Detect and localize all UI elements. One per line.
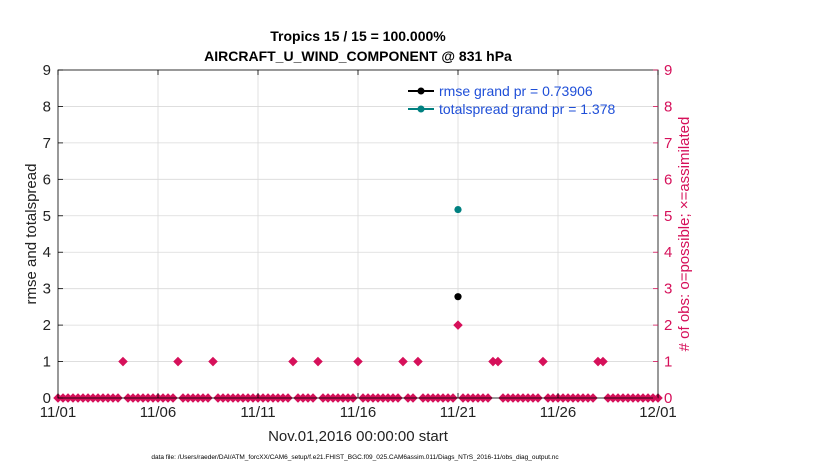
obs-count-marker — [398, 356, 408, 367]
legend-totalspread-label: totalspread grand pr = 1.378 — [439, 101, 616, 117]
obs-count-marker — [208, 356, 218, 367]
y-tick-label-right: 7 — [664, 135, 672, 152]
obs-count-marker — [453, 320, 463, 330]
y-tick-label-left: 0 — [43, 390, 51, 407]
chart-title: Tropics 15 / 15 = 100.000% — [270, 28, 446, 44]
obs-count-marker — [173, 356, 183, 367]
y-tick-label-right: 3 — [664, 281, 672, 298]
x-tick-label: 11/21 — [440, 404, 476, 421]
y-tick-label-right: 9 — [664, 62, 672, 79]
x-tick-label: 11/26 — [540, 404, 576, 421]
x-tick-label: 11/01 — [40, 404, 76, 421]
obs-count-marker — [413, 356, 423, 367]
y-tick-label-left: 3 — [43, 281, 51, 298]
x-axis-label: Nov.01,2016 00:00:00 start — [268, 428, 449, 445]
y-tick-label-left: 9 — [43, 62, 51, 79]
y-tick-label-right: 4 — [664, 244, 672, 261]
obs-count-marker — [493, 356, 503, 367]
obs-count-marker — [288, 356, 298, 367]
axis-ticks: 11/01 11/06 11/11 11/16 11/21 11/26 12/010 01 12… — [40, 62, 677, 421]
legend: rmse grand pr = 0.73906 totalspread gran… — [408, 83, 616, 117]
y-tick-label-right: 8 — [664, 98, 672, 115]
y-tick-label-left: 4 — [43, 244, 51, 261]
totalspread-point — [454, 205, 462, 214]
y-tick-label-right: 1 — [664, 354, 672, 371]
y-tick-label-left: 8 — [43, 98, 51, 115]
y-tick-label-left: 2 — [43, 317, 51, 334]
x-tick-label: 11/11 — [240, 404, 275, 421]
obs-count-marker — [313, 356, 323, 367]
legend-rmse-marker — [417, 87, 425, 95]
legend-totalspread-marker — [417, 105, 425, 113]
y-tick-label-right: 6 — [664, 171, 672, 188]
y-tick-label-left: 1 — [43, 354, 51, 371]
y-tick-label-left: 5 — [43, 208, 51, 225]
y-axis-left-label: rmse and totalspread — [23, 164, 40, 305]
obs-count-marker — [538, 356, 548, 367]
grid — [58, 70, 658, 398]
y-tick-label-right: 0 — [664, 390, 672, 407]
rmse-point — [454, 293, 462, 301]
y-tick-label-left: 7 — [43, 135, 51, 152]
y-axis-right-label: # of obs: o=possible; ×=assimilated — [676, 117, 693, 352]
chart-subtitle: AIRCRAFT_U_WIND_COMPONENT @ 831 hPa — [204, 48, 512, 64]
footer-data-file: data file: /Users/raeder/DAI/ATM_forcXX/… — [151, 454, 559, 461]
x-tick-label: 12/01 — [639, 404, 677, 421]
y-tick-label-right: 5 — [664, 208, 672, 225]
obs-count-marker — [118, 356, 128, 367]
x-tick-label: 11/06 — [140, 404, 176, 421]
data-marks — [53, 205, 663, 403]
y-tick-label-left: 6 — [43, 171, 51, 188]
x-tick-label: 11/16 — [340, 404, 376, 421]
legend-rmse-label: rmse grand pr = 0.73906 — [439, 83, 593, 99]
obs-count-marker — [598, 356, 608, 367]
obs-count-marker — [353, 356, 363, 367]
y-tick-label-right: 2 — [664, 317, 672, 334]
